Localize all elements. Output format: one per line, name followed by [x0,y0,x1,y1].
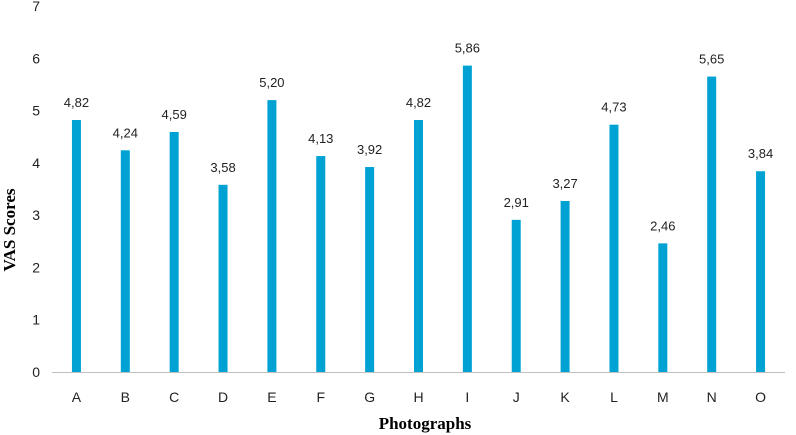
y-tick-label: 4 [32,155,40,171]
data-label: 4,24 [113,125,138,140]
bar [511,219,521,372]
data-label: 2,46 [650,218,675,233]
x-tick-label: H [413,389,423,405]
x-tick-label: O [755,389,766,405]
y-tick-label: 0 [32,364,40,380]
y-tick-label: 6 [32,50,40,66]
data-label: 5,20 [259,75,284,90]
bars [71,65,766,373]
x-tick-label: N [707,389,717,405]
data-label: 3,58 [210,160,235,175]
data-label: 3,92 [357,142,382,157]
bar [462,65,472,372]
x-tick-label: G [364,389,375,405]
bar [609,124,619,372]
bar [658,243,668,372]
y-tick-label: 1 [32,312,40,328]
x-tick-label: M [657,389,669,405]
bar [169,132,179,372]
bar [267,100,277,372]
x-tick-label: A [72,389,82,405]
y-axis-ticks: 0 1 2 3 4 5 6 7 [32,0,40,380]
data-label: 5,65 [699,52,724,67]
bar [120,150,130,372]
bar [365,167,375,372]
bar [707,76,717,372]
data-label: 3,27 [552,176,577,191]
y-axis-title: VAS Scores [0,188,19,271]
data-label: 4,82 [406,95,431,110]
data-label: 3,84 [748,146,773,161]
data-label: 2,91 [504,195,529,210]
data-labels: 4,82 4,24 4,59 3,58 5,20 4,13 3,92 4,82 5,86 2,91… [64,41,773,234]
bar [756,171,766,372]
bar [560,201,570,372]
x-tick-label: J [513,389,520,405]
bar [414,119,423,373]
x-tick-label: L [610,389,618,405]
x-tick-label: D [218,389,228,405]
data-label: 4,82 [64,95,89,110]
y-tick-label: 2 [32,259,40,275]
x-axis-ticks: A B C D E F G H I J K L M N O [72,389,766,405]
x-tick-label: I [465,389,469,405]
y-tick-label: 5 [32,103,40,119]
x-tick-label: C [169,389,179,405]
y-tick-label: 7 [32,0,40,14]
data-label: 4,73 [601,100,626,115]
x-tick-label: K [560,389,570,405]
data-label: 5,86 [455,41,480,56]
data-label: 4,13 [308,131,333,146]
y-tick-label: 3 [32,207,40,223]
x-tick-label: F [316,389,325,405]
x-axis-title: Photographs [379,414,472,433]
bar [218,184,228,372]
x-tick-label: E [267,389,276,405]
bar [71,119,81,373]
data-label: 4,59 [162,107,187,122]
x-tick-label: B [121,389,130,405]
bar [316,156,326,372]
